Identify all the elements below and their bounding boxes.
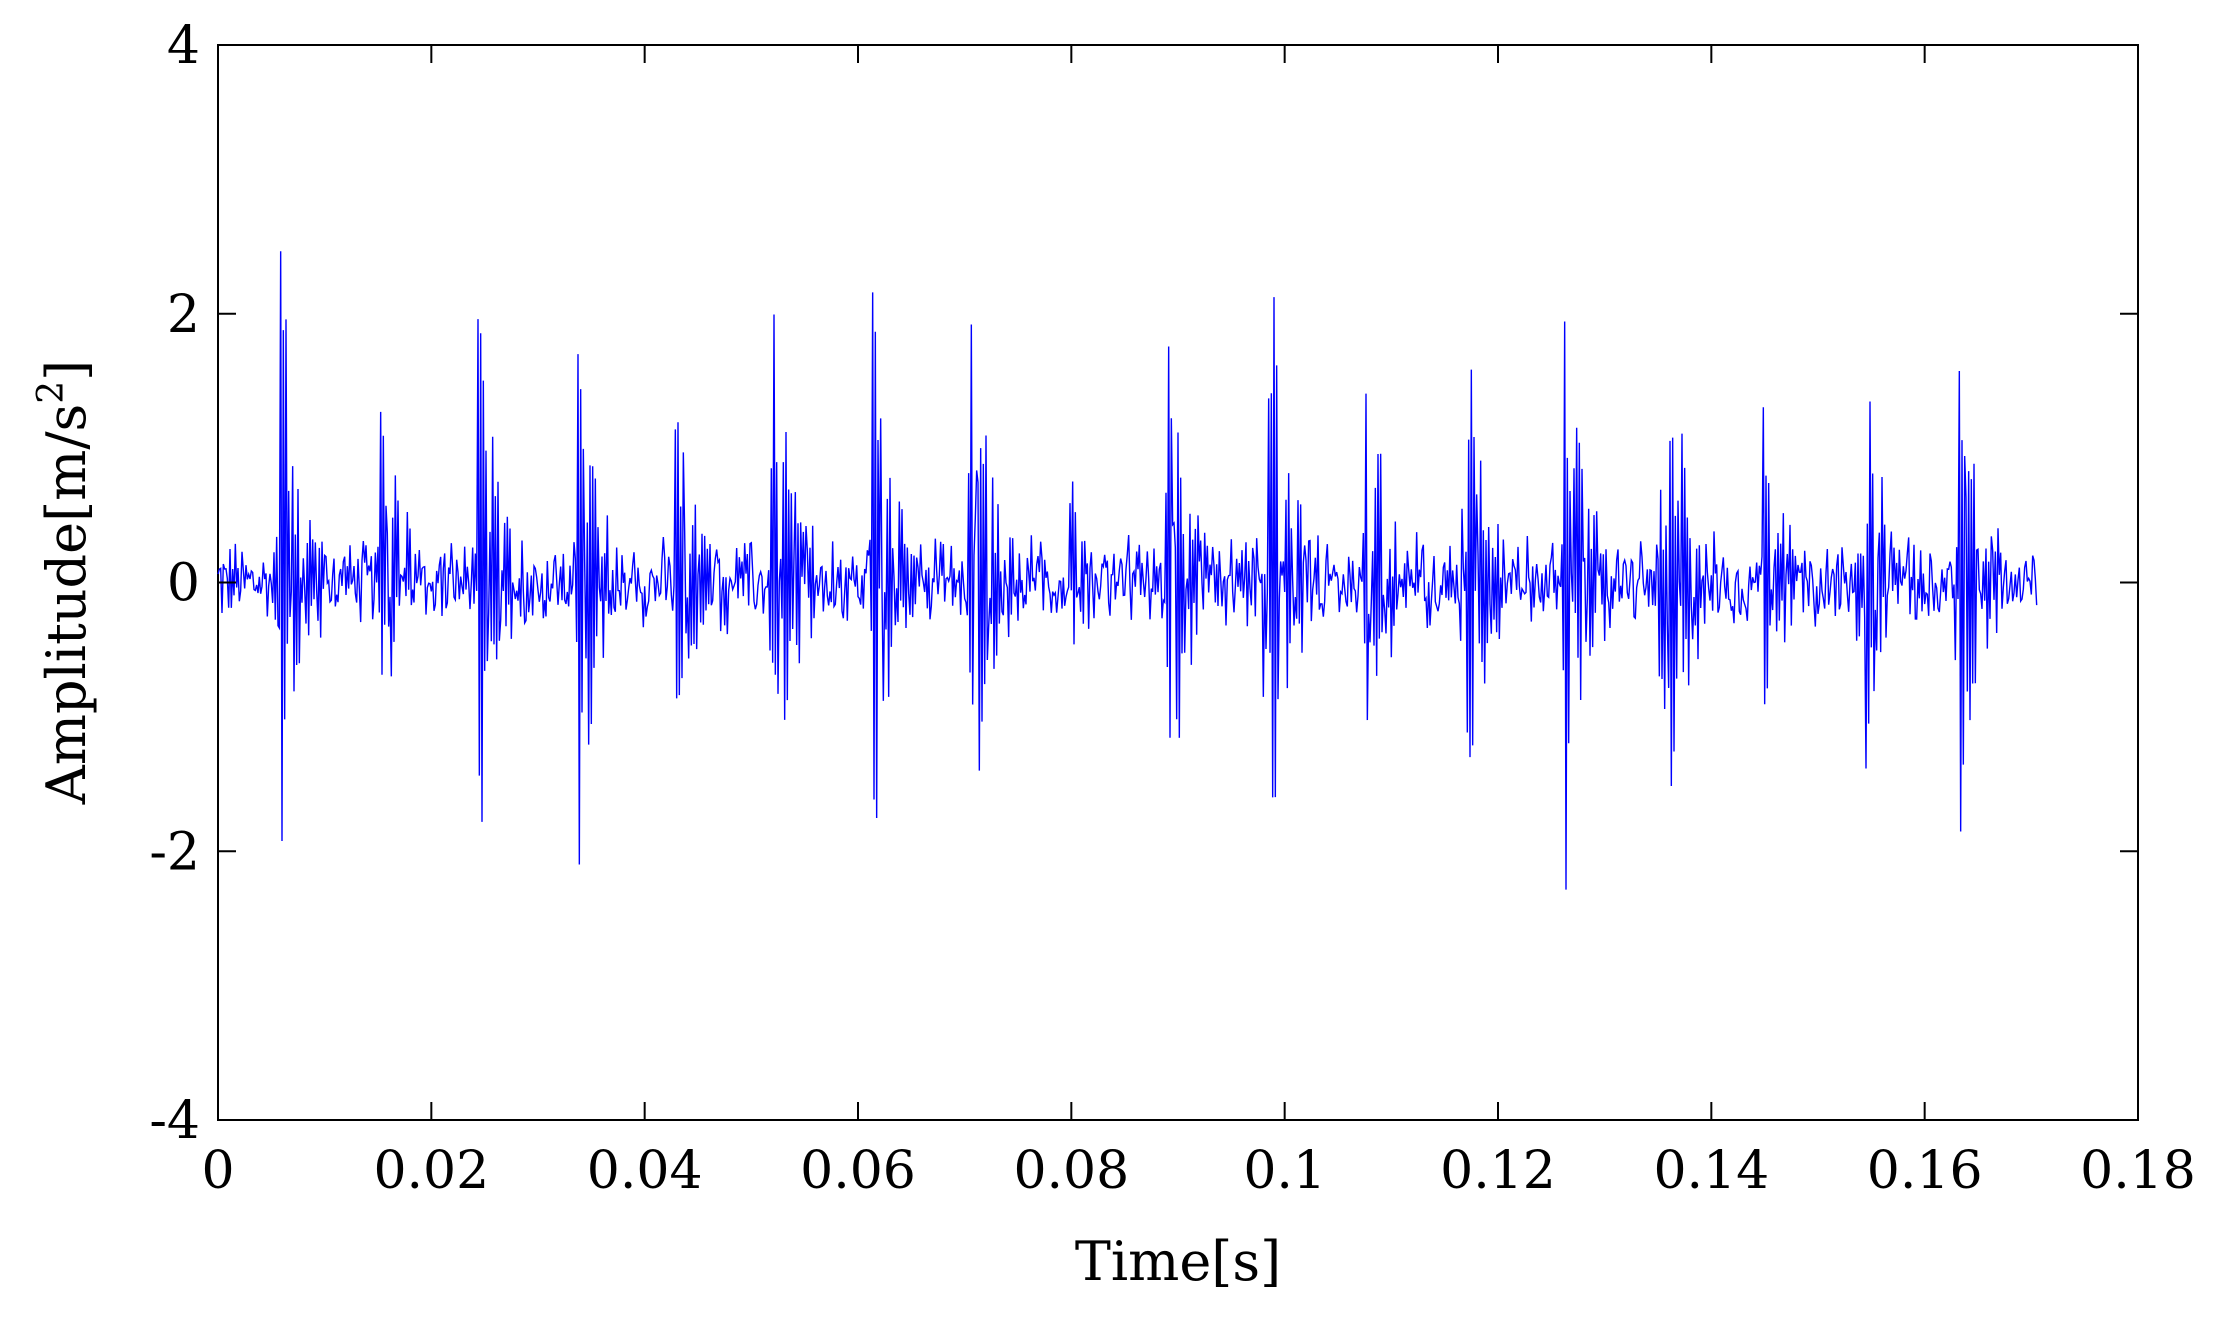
y-tick-label: 2 bbox=[167, 285, 200, 345]
y-tick-label: -4 bbox=[149, 1091, 200, 1151]
y-axis-title-exponent: 2 bbox=[31, 381, 72, 404]
x-tick-label: 0 bbox=[201, 1141, 234, 1201]
x-tick-label: 0.16 bbox=[1867, 1141, 1983, 1201]
y-tick-label: 0 bbox=[167, 554, 200, 614]
x-tick-label: 0.04 bbox=[587, 1141, 703, 1201]
y-axis-title-bracket: ] bbox=[35, 360, 98, 381]
x-tick-label: 0.08 bbox=[1013, 1141, 1129, 1201]
y-tick-label: 4 bbox=[167, 16, 200, 76]
x-tick-label: 0.1 bbox=[1243, 1141, 1326, 1201]
y-axis-title: Amplitude[m/s2] bbox=[31, 360, 98, 805]
x-tick-label: 0.18 bbox=[2080, 1141, 2196, 1201]
label-layer: 0 0.02 0.04 0.06 0.08 0.1 0.12 0.14 0.16 0.18 -4 -2… bbox=[149, 16, 2196, 1201]
y-tick-label: -2 bbox=[149, 822, 200, 882]
x-axis-title: Time[s] bbox=[1075, 1230, 1281, 1293]
x-tick-label: 0.02 bbox=[373, 1141, 489, 1201]
y-axis-title-main: Amplitude[m/s bbox=[35, 404, 98, 806]
signal-line bbox=[217, 251, 2038, 890]
signal-layer bbox=[217, 251, 2038, 890]
x-tick-label: 0.14 bbox=[1653, 1141, 1769, 1201]
x-tick-label: 0.06 bbox=[800, 1141, 916, 1201]
tick-layer bbox=[217, 44, 2139, 1121]
x-tick-label: 0.12 bbox=[1440, 1141, 1556, 1201]
